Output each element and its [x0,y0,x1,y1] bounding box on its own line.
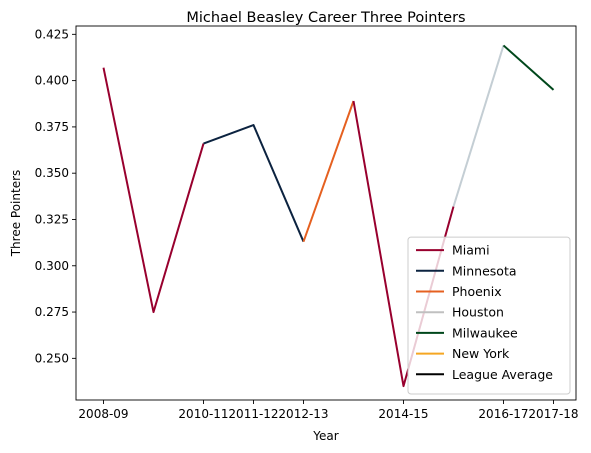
plot-frame [75,25,577,401]
chart-title: Michael Beasley Career Three Pointers [186,10,465,26]
y-tick-label: 0.425 [35,27,69,41]
y-axis: 0.250 0.275 0.300 0.325 0.350 0.375 0.400 0.425 [35,27,76,365]
x-tick-label: 2017-18 [528,407,578,421]
legend-label: Miami [452,243,490,258]
x-axis-label: Year [312,429,338,443]
y-tick-label: 0.375 [35,120,69,134]
x-tick-label: 2008-09 [78,407,128,421]
series-line-2 [302,100,355,243]
x-tick-label: 2010-11 [178,407,228,421]
y-axis-label: Three Pointers [9,170,23,258]
x-axis: 2008-09 2010-11 2011-12 2012-13 2014-15 2016-… [78,400,579,421]
legend-label: Milwaukee [452,325,518,340]
x-tick-label: 2012-13 [278,407,328,421]
series-line-1 [203,124,305,243]
x-tick-label: 2011-12 [228,407,278,421]
y-tick-label: 0.300 [35,259,69,273]
legend-label: Minnesota [452,263,517,278]
series-line-5 [502,44,555,91]
x-tick-label: 2014-15 [378,407,428,421]
legend-label: Houston [452,305,504,320]
legend: Miami Minnesota Phoenix Houston Milwaukee New… [407,236,571,395]
series-line-4 [452,45,505,207]
legend-label: Phoenix [452,284,502,299]
legend-label: New York [452,346,510,361]
legend-label: League Average [452,367,553,382]
y-tick-label: 0.325 [35,212,69,226]
series-line-0 [102,67,205,314]
legend-box [407,236,571,395]
y-tick-label: 0.350 [35,166,69,180]
x-tick-label: 2016-17 [478,407,528,421]
y-tick-label: 0.400 [35,74,69,88]
y-tick-label: 0.275 [35,305,69,319]
y-tick-label: 0.250 [35,351,69,365]
